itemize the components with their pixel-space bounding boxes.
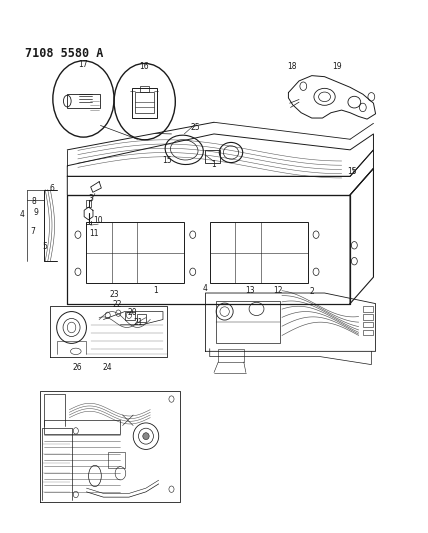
Text: 1: 1 [153,286,158,295]
Bar [140,86,149,92]
Text: 22: 22 [112,300,122,309]
Text: 17: 17 [79,60,88,69]
Bar [218,349,244,362]
Text: 21: 21 [134,318,143,327]
Bar [108,452,125,468]
Text: 3: 3 [88,194,93,203]
Text: 7108 5580 A: 7108 5580 A [25,47,103,60]
Bar [125,312,135,319]
Bar [210,222,308,284]
Text: 25: 25 [190,123,200,132]
Text: 26: 26 [72,363,82,372]
Bar [86,222,184,284]
Text: 2: 2 [309,287,314,296]
Text: 5: 5 [43,243,48,252]
Text: 9: 9 [34,208,39,217]
Bar [363,330,374,335]
Bar [135,92,154,114]
Text: 1: 1 [211,160,217,169]
Text: 20: 20 [128,308,137,317]
Bar [216,301,280,343]
Text: 18: 18 [287,62,297,71]
Text: 13: 13 [245,286,255,295]
Bar [363,322,374,327]
Text: 15: 15 [348,166,357,175]
Text: 24: 24 [102,363,112,372]
Bar [205,150,220,163]
Text: 16: 16 [139,62,149,71]
Bar [363,314,374,319]
Text: 6: 6 [49,183,54,192]
Text: 19: 19 [333,62,342,71]
Text: 4: 4 [19,210,24,219]
Text: 12: 12 [273,286,282,295]
Bar [132,88,158,117]
Text: 15: 15 [162,156,172,165]
Text: 8: 8 [31,197,36,206]
Text: 23: 23 [109,289,119,298]
Bar [363,306,374,312]
Bar [44,420,120,433]
Bar [137,314,146,321]
Ellipse shape [143,433,149,440]
Bar [67,94,100,109]
Bar [86,200,91,207]
Text: 7: 7 [30,227,35,236]
Text: 10: 10 [94,216,103,225]
Text: 11: 11 [89,229,99,238]
Text: 4: 4 [202,284,207,293]
